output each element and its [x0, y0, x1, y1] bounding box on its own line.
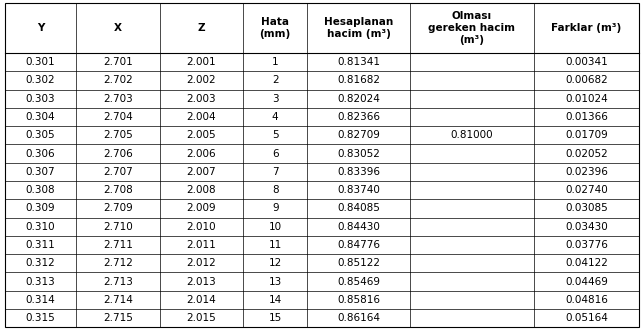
Text: Farklar (m³): Farklar (m³) — [551, 23, 621, 33]
Text: 7: 7 — [272, 167, 278, 177]
Text: 2.701: 2.701 — [103, 57, 133, 67]
Text: 2.706: 2.706 — [103, 148, 133, 159]
Text: 0.305: 0.305 — [26, 130, 55, 140]
Text: 2.715: 2.715 — [103, 313, 133, 323]
Text: 3: 3 — [272, 94, 278, 104]
Text: 11: 11 — [269, 240, 282, 250]
Text: 2.712: 2.712 — [103, 258, 133, 268]
Text: 2.708: 2.708 — [103, 185, 133, 195]
Text: 2.710: 2.710 — [103, 222, 133, 232]
Text: 2.711: 2.711 — [103, 240, 133, 250]
Text: 0.02052: 0.02052 — [565, 148, 608, 159]
Text: 0.02740: 0.02740 — [565, 185, 608, 195]
Text: Z: Z — [198, 23, 205, 33]
Text: 2.014: 2.014 — [187, 295, 216, 305]
Text: 2.005: 2.005 — [187, 130, 216, 140]
Text: 0.04816: 0.04816 — [565, 295, 608, 305]
Text: 15: 15 — [269, 313, 282, 323]
Text: 0.302: 0.302 — [26, 76, 55, 85]
Text: 8: 8 — [272, 185, 278, 195]
Text: Olması
gereken hacim
(m³): Olması gereken hacim (m³) — [428, 11, 515, 45]
Text: 0.314: 0.314 — [26, 295, 55, 305]
Text: 0.01709: 0.01709 — [565, 130, 608, 140]
Text: 0.05164: 0.05164 — [565, 313, 608, 323]
Text: 0.313: 0.313 — [26, 277, 55, 287]
Text: 0.81341: 0.81341 — [337, 57, 380, 67]
Text: 0.84776: 0.84776 — [337, 240, 380, 250]
Text: Hesaplanan
hacim (m³): Hesaplanan hacim (m³) — [324, 17, 393, 39]
Text: 0.83396: 0.83396 — [337, 167, 380, 177]
Text: 2.012: 2.012 — [187, 258, 216, 268]
Text: 2.009: 2.009 — [187, 204, 216, 214]
Text: 0.01024: 0.01024 — [565, 94, 608, 104]
Text: 10: 10 — [269, 222, 282, 232]
Text: X: X — [114, 23, 122, 33]
Text: 2.714: 2.714 — [103, 295, 133, 305]
Text: 0.86164: 0.86164 — [337, 313, 380, 323]
Text: 2.008: 2.008 — [187, 185, 216, 195]
Text: Hata
(mm): Hata (mm) — [260, 17, 291, 39]
Text: 0.84430: 0.84430 — [337, 222, 380, 232]
Text: 0.303: 0.303 — [26, 94, 55, 104]
Text: 6: 6 — [272, 148, 278, 159]
Text: 0.00682: 0.00682 — [565, 76, 608, 85]
Text: 2.705: 2.705 — [103, 130, 133, 140]
Text: 2.713: 2.713 — [103, 277, 133, 287]
Text: 0.311: 0.311 — [26, 240, 55, 250]
Text: 0.83052: 0.83052 — [337, 148, 380, 159]
Text: 13: 13 — [269, 277, 282, 287]
Text: 0.04122: 0.04122 — [565, 258, 608, 268]
Text: 2.004: 2.004 — [187, 112, 216, 122]
Text: 2.704: 2.704 — [103, 112, 133, 122]
Text: 9: 9 — [272, 204, 278, 214]
Text: 2.707: 2.707 — [103, 167, 133, 177]
Text: 0.01366: 0.01366 — [565, 112, 608, 122]
Text: 2.709: 2.709 — [103, 204, 133, 214]
Text: 0.307: 0.307 — [26, 167, 55, 177]
Text: 0.310: 0.310 — [26, 222, 55, 232]
Text: 0.304: 0.304 — [26, 112, 55, 122]
Text: 0.84085: 0.84085 — [337, 204, 380, 214]
Text: 0.82366: 0.82366 — [337, 112, 380, 122]
Text: 1: 1 — [272, 57, 278, 67]
Text: 0.82709: 0.82709 — [337, 130, 380, 140]
Text: 0.04469: 0.04469 — [565, 277, 608, 287]
Text: 0.308: 0.308 — [26, 185, 55, 195]
Text: 0.81000: 0.81000 — [451, 130, 493, 140]
Text: 0.312: 0.312 — [26, 258, 55, 268]
Text: 0.82024: 0.82024 — [337, 94, 380, 104]
Text: 0.85816: 0.85816 — [337, 295, 380, 305]
Text: 2.703: 2.703 — [103, 94, 133, 104]
Text: 0.83740: 0.83740 — [337, 185, 380, 195]
Text: 0.301: 0.301 — [26, 57, 55, 67]
Text: 0.315: 0.315 — [26, 313, 55, 323]
Text: 2: 2 — [272, 76, 278, 85]
Text: 0.02396: 0.02396 — [565, 167, 608, 177]
Text: 0.03085: 0.03085 — [565, 204, 608, 214]
Text: 2.002: 2.002 — [187, 76, 216, 85]
Text: 0.81682: 0.81682 — [337, 76, 380, 85]
Text: 0.85469: 0.85469 — [337, 277, 380, 287]
Text: 2.006: 2.006 — [187, 148, 216, 159]
Text: 2.010: 2.010 — [187, 222, 216, 232]
Text: 14: 14 — [269, 295, 282, 305]
Text: 2.702: 2.702 — [103, 76, 133, 85]
Text: 0.309: 0.309 — [26, 204, 55, 214]
Text: 12: 12 — [269, 258, 282, 268]
Text: 0.03430: 0.03430 — [565, 222, 608, 232]
Text: 4: 4 — [272, 112, 278, 122]
Text: 2.011: 2.011 — [187, 240, 216, 250]
Text: 0.00341: 0.00341 — [565, 57, 608, 67]
Text: 2.003: 2.003 — [187, 94, 216, 104]
Text: 0.03776: 0.03776 — [565, 240, 608, 250]
Text: 2.001: 2.001 — [187, 57, 216, 67]
Text: 5: 5 — [272, 130, 278, 140]
Text: 0.306: 0.306 — [26, 148, 55, 159]
Text: 0.85122: 0.85122 — [337, 258, 380, 268]
Text: Y: Y — [37, 23, 44, 33]
Text: 2.007: 2.007 — [187, 167, 216, 177]
Text: 2.015: 2.015 — [187, 313, 216, 323]
Text: 2.013: 2.013 — [187, 277, 216, 287]
